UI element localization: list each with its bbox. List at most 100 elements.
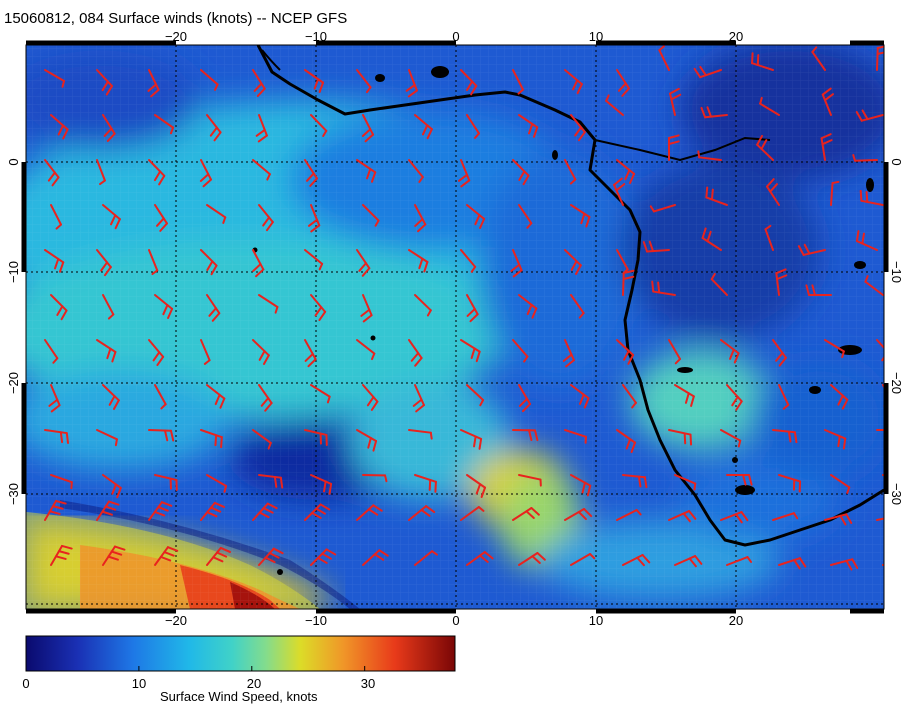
- wind-barb: [772, 429, 798, 444]
- wind-barb: [252, 502, 278, 521]
- wind-barb: [412, 384, 425, 413]
- wind-barb: [96, 159, 106, 186]
- wind-barb: [570, 384, 590, 409]
- wind-barb: [252, 69, 266, 97]
- wind-barb: [824, 513, 853, 526]
- wind-barb: [408, 249, 429, 273]
- wind-barb: [362, 474, 388, 483]
- wind-barb: [570, 204, 591, 228]
- wind-barb: [356, 69, 372, 94]
- wind-barb: [154, 546, 179, 566]
- wind-barb: [466, 384, 485, 407]
- lat-tick-label: −30: [6, 483, 21, 505]
- wind-barb: [304, 249, 324, 271]
- wind-barb: [304, 429, 328, 446]
- wind-barb: [356, 429, 378, 452]
- wind-barb: [701, 227, 722, 251]
- wind-barb: [570, 553, 596, 566]
- wind-barb: [518, 384, 531, 413]
- wind-barb: [756, 134, 774, 161]
- wind-barb: [44, 69, 66, 88]
- wind-barb: [308, 204, 321, 233]
- wind-barb: [361, 114, 374, 143]
- wind-barb: [147, 69, 160, 98]
- wind-barb: [859, 189, 884, 206]
- wind-barb: [252, 339, 270, 366]
- wind-barb: [720, 511, 749, 524]
- lon-tick-label: 20: [729, 613, 743, 628]
- wind-barb: [674, 555, 703, 568]
- lon-tick-label: 20: [729, 29, 743, 44]
- wind-barb: [304, 503, 331, 521]
- wind-barb: [820, 133, 833, 161]
- wind-barb: [414, 294, 432, 317]
- wind-barb: [622, 554, 651, 567]
- wind-barb: [658, 45, 670, 71]
- wind-barb: [200, 249, 218, 276]
- wind-barb: [674, 474, 697, 491]
- wind-barb: [414, 474, 437, 493]
- wind-barb: [460, 339, 481, 363]
- wind-barb: [460, 69, 478, 96]
- wind-barb: [778, 384, 790, 410]
- wind-barb: [154, 384, 167, 410]
- wind-barb: [764, 224, 774, 251]
- colorbar: 0 10 20 30: [22, 635, 456, 691]
- wind-barb: [206, 474, 228, 493]
- wind-barb: [564, 159, 577, 185]
- wind-barb: [512, 339, 529, 363]
- lat-tick-label: −10: [6, 261, 21, 283]
- wind-barb: [570, 294, 585, 319]
- colorbar-gradient: [25, 635, 456, 672]
- lon-ticks-top: −20 −10 0 10 20: [165, 29, 743, 44]
- wind-barb: [512, 429, 539, 442]
- wind-barb: [649, 204, 676, 213]
- wind-barb: [855, 230, 878, 251]
- wind-barb: [200, 69, 219, 91]
- wind-barb: [605, 94, 624, 116]
- lat-tick-label: −10: [889, 261, 904, 283]
- wind-barb: [50, 114, 69, 140]
- wind-barb: [44, 429, 70, 444]
- map-title: 15060812, 084 Surface winds (knots) -- N…: [4, 10, 348, 27]
- wind-barb: [852, 154, 878, 162]
- lon-tick-label: 0: [452, 613, 459, 628]
- wind-barb: [668, 339, 681, 365]
- wind-barb: [206, 384, 226, 409]
- wind-barb: [518, 294, 538, 319]
- wind-barb: [876, 429, 884, 431]
- wind-barb: [510, 249, 523, 278]
- lon-ticks-bottom: −20 −10 0 10 20: [165, 613, 743, 628]
- wind-barb: [700, 106, 728, 119]
- wind-barb: [310, 474, 333, 495]
- wind-barb: [616, 509, 642, 521]
- wind-barb: [460, 429, 483, 450]
- wind-barb: [96, 429, 118, 447]
- wind-barb: [622, 384, 637, 409]
- lon-tick-label: 10: [589, 29, 603, 44]
- wind-barb: [458, 159, 471, 188]
- wind-barb: [512, 69, 524, 95]
- wind-barb: [154, 294, 174, 319]
- wind-barb: [102, 294, 115, 320]
- wind-barb: [811, 46, 826, 71]
- coastline: [252, 45, 884, 575]
- lon-tick-label: 10: [589, 613, 603, 628]
- wind-barb: [200, 501, 225, 521]
- lat-tick-label: 0: [889, 158, 904, 165]
- wind-barb: [199, 159, 212, 188]
- wind-barb: [518, 114, 539, 138]
- wind-barb: [466, 551, 494, 566]
- lon-tick-label: −20: [165, 29, 187, 44]
- lon-tick-label: −20: [165, 613, 187, 628]
- wind-barb: [96, 249, 112, 277]
- wind-barb: [775, 268, 788, 296]
- wind-barb: [206, 114, 222, 142]
- lat-ticks-left: 0 −10 −20 −30: [6, 158, 21, 505]
- wind-barb: [613, 177, 626, 206]
- wind-barb: [669, 87, 682, 116]
- wind-barb: [720, 429, 742, 448]
- wind-barb: [206, 294, 221, 322]
- wind-barb: [356, 339, 376, 361]
